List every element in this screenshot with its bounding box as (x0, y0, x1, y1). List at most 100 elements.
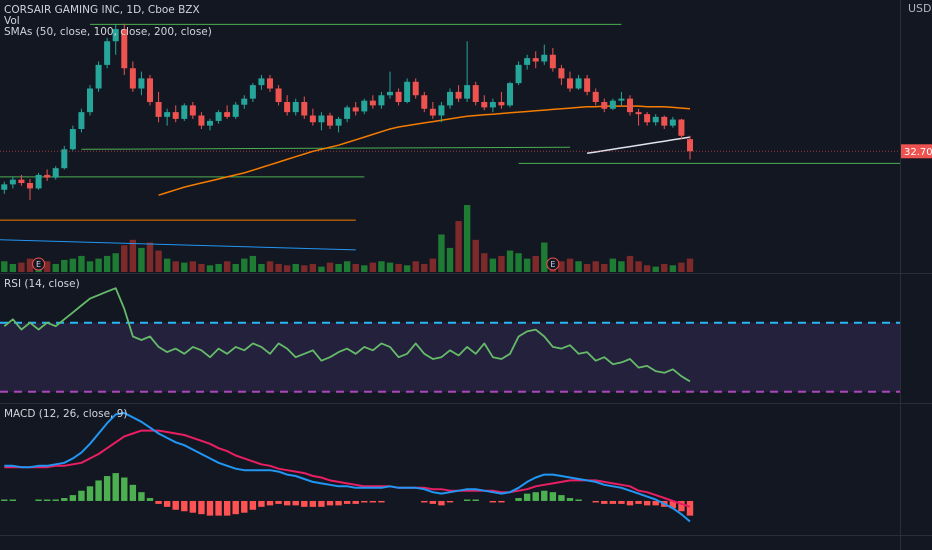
candle-body (232, 104, 239, 117)
histogram-bar (241, 500, 248, 513)
candle-body (198, 115, 205, 126)
volume-bar (678, 262, 685, 272)
histogram-bar (181, 500, 188, 512)
histogram-bar (489, 500, 497, 503)
volume-bar (206, 265, 214, 272)
volume-bar (489, 258, 497, 272)
volume-bar (26, 258, 34, 272)
volume-bar (438, 234, 445, 272)
volume-bar (61, 259, 68, 272)
candle-body (412, 81, 419, 96)
candle-body (147, 78, 153, 103)
candle-body (258, 78, 265, 86)
volume-bar (592, 261, 599, 272)
candle-body (52, 168, 59, 178)
histogram-bar (463, 499, 471, 501)
volume-bar (498, 255, 505, 272)
volume-bar (86, 261, 94, 272)
candle-body (387, 91, 393, 96)
histogram-bar (438, 500, 445, 506)
volume-bar (429, 258, 437, 272)
candle-body (489, 102, 496, 108)
candle-body (352, 107, 359, 112)
volume-bar (318, 266, 325, 272)
histogram-bar (206, 500, 214, 516)
histogram-bar (215, 500, 222, 516)
candle-body (687, 139, 693, 152)
volume-bar (249, 255, 257, 272)
rsi-line (3, 287, 691, 383)
volume-bar (455, 221, 462, 272)
candle-body (652, 116, 659, 123)
candle-body (189, 105, 196, 116)
volume-bar (566, 258, 574, 272)
candle-body (549, 54, 556, 69)
candle-body (609, 100, 616, 109)
earnings-label: E (550, 260, 555, 269)
histogram-bar (112, 473, 119, 501)
histogram-bar (678, 500, 685, 512)
candle-body (112, 29, 119, 42)
volume-bar (352, 263, 359, 272)
histogram-bar (43, 499, 51, 501)
histogram-bar (421, 500, 428, 503)
candle-body (104, 41, 111, 65)
histogram-bar (292, 500, 299, 506)
volume-bar (138, 247, 145, 272)
candle-body (558, 68, 565, 79)
histogram-bar (566, 498, 574, 501)
histogram-bar (301, 500, 308, 507)
volume-bar (78, 255, 85, 272)
histogram-bar (189, 500, 197, 513)
volume-bar (343, 261, 351, 272)
volume-bar (626, 255, 634, 272)
volume-bar (283, 265, 291, 272)
candle-body (481, 102, 488, 108)
histogram-bar (618, 500, 625, 504)
marks (0, 23, 932, 523)
volume-bar (232, 263, 239, 272)
volume-bar (326, 262, 334, 272)
histogram-bar (626, 500, 634, 506)
candle-body (284, 102, 291, 113)
candle-body (69, 129, 76, 150)
candle-body (18, 179, 25, 184)
volume-label: Vol (4, 15, 20, 27)
volume-bar (198, 263, 205, 272)
histogram-bar (343, 500, 351, 504)
candle-body (215, 112, 222, 121)
histogram-bar (472, 499, 479, 501)
macd-label: MACD (12, 26, close, 9) (4, 408, 127, 420)
chart-title: CORSAIR GAMING INC, 1D, Cboe BZX (4, 4, 200, 16)
histogram-bar (9, 499, 17, 501)
volume-bar (146, 242, 154, 272)
volume-bar (9, 263, 17, 272)
candle-body (138, 78, 145, 89)
volume-bar (609, 258, 617, 272)
rsi-label: RSI (14, close) (4, 278, 80, 290)
volume-bar (506, 250, 514, 272)
volume-bar (472, 239, 479, 272)
histogram-bar (146, 498, 154, 501)
histogram-bar (52, 499, 59, 501)
histogram-bar (198, 500, 205, 515)
volume-bar (18, 262, 25, 272)
histogram-bar (78, 490, 85, 501)
candle-body (121, 29, 128, 69)
volume-bar (575, 261, 582, 272)
candle-body (344, 107, 351, 119)
volume-bar (301, 265, 308, 272)
histogram-bar (523, 493, 531, 501)
candle-body (95, 64, 102, 89)
sma-label: SMAs (50, close, 100, close, 200, close) (4, 26, 212, 38)
volume-bar (369, 262, 377, 272)
volume-bar (421, 263, 428, 272)
histogram-bar (686, 500, 694, 516)
candle-body (207, 120, 213, 126)
candle-body (472, 85, 479, 103)
volume-bar (103, 255, 111, 272)
volume-bar (112, 253, 119, 272)
histogram-bar (283, 500, 291, 506)
histogram-bar (121, 477, 128, 501)
